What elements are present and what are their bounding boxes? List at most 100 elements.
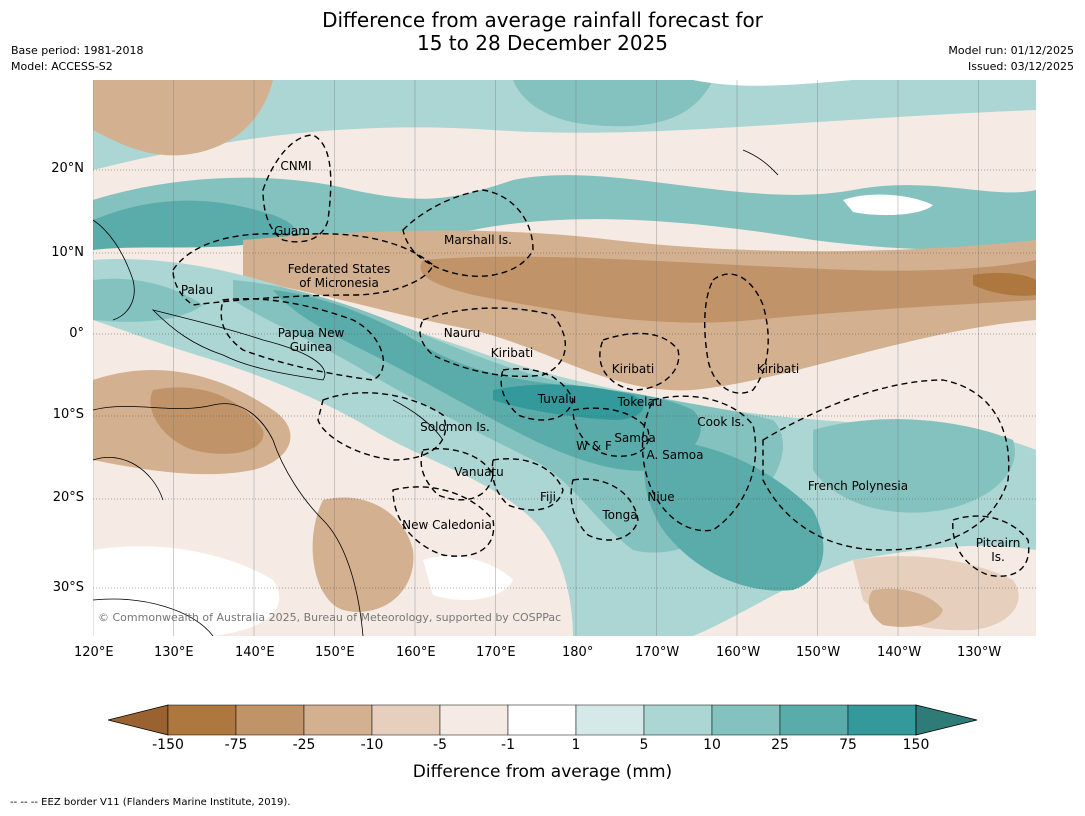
lon-label: 180° <box>562 645 594 660</box>
colorbar-tick: 10 <box>703 737 721 753</box>
region-label-wallis-futuna: W & F <box>576 439 612 453</box>
model-run: Model run: 01/12/2025 <box>948 44 1074 57</box>
colorbar-tick: -1 <box>501 737 515 753</box>
latitude-gridlines <box>93 169 1036 589</box>
colorbar-bin <box>167 704 237 736</box>
title-line-2: 15 to 28 December 2025 <box>416 31 668 55</box>
eez-tuvalu <box>500 368 574 421</box>
eez-fsm <box>172 233 434 306</box>
copyright-text: © Commonwealth of Australia 2025, Bureau… <box>98 611 561 624</box>
rainfall-anomaly-map: CNMI Guam Marshall Is. Federated States … <box>93 80 1036 636</box>
colorbar-tick: -150 <box>152 737 184 753</box>
model-name: Model: ACCESS-S2 <box>11 60 113 73</box>
eez-fp <box>762 379 1010 551</box>
colorbar-bin <box>643 704 713 736</box>
colorbar-bin <box>711 704 781 736</box>
lat-label: 20°N <box>51 161 84 176</box>
region-label-american-samoa: A. Samoa <box>647 448 704 462</box>
colorbar <box>108 704 978 736</box>
eez-cnmi <box>262 134 332 243</box>
colorbar-bin <box>371 704 441 736</box>
colorbar-high-extend <box>915 704 978 736</box>
region-label-french-polynesia: French Polynesia <box>808 479 908 493</box>
lon-label: 140°W <box>877 645 922 660</box>
eez-vanuatu <box>420 448 494 501</box>
eez-kiribati-line <box>704 273 769 394</box>
eez-footnote: -- -- -- EEZ border V11 (Flanders Marine… <box>10 797 291 808</box>
region-label-cook: Cook Is. <box>697 415 744 429</box>
north-wet-band-core <box>93 175 1036 250</box>
eez-pitcairn <box>952 515 1030 577</box>
region-label-pitcairn-2: Is. <box>991 550 1005 564</box>
region-label-png-1: Papua New <box>278 326 345 340</box>
eez-newcal <box>392 486 495 557</box>
coastlines <box>93 149 779 636</box>
colorbar-tick: 150 <box>902 737 930 753</box>
region-labels: CNMI Guam Marshall Is. Federated States … <box>181 159 1020 564</box>
lon-label: 120°E <box>74 645 114 660</box>
north-wet-band <box>93 80 1036 170</box>
region-label-tonga: Tonga <box>601 508 637 522</box>
colorbar-bin <box>847 704 917 736</box>
colorbar-bin <box>439 704 509 736</box>
region-label-tokelau: Tokelau <box>617 395 663 409</box>
lon-label: 150°W <box>796 645 841 660</box>
colorbar-tick: 25 <box>771 737 789 753</box>
lat-label: 10°S <box>52 407 84 422</box>
region-label-samoa: Samoa <box>614 431 655 445</box>
title-line-1: Difference from average rainfall forecas… <box>322 8 763 32</box>
region-label-kiribati-east: Kiribati <box>757 362 799 376</box>
lat-label: 20°S <box>52 490 84 505</box>
region-label-nauru: Nauru <box>444 326 480 340</box>
lon-label: 150°E <box>315 645 355 660</box>
colorbar-tick: -75 <box>224 737 248 753</box>
region-label-fsm-2: of Micronesia <box>299 276 379 290</box>
eez-solomon <box>317 392 447 461</box>
colorbar-bin <box>575 704 645 736</box>
region-label-png-2: Guinea <box>290 340 333 354</box>
region-label-cnmi: CNMI <box>280 159 311 173</box>
base-period: Base period: 1981-2018 <box>11 44 144 57</box>
lon-label: 170°E <box>476 645 516 660</box>
eez-borders <box>172 134 1030 577</box>
eez-fiji <box>491 458 564 511</box>
lon-label: 170°W <box>635 645 680 660</box>
lon-label: 130°W <box>957 645 1002 660</box>
colorbar-tick: -25 <box>292 737 316 753</box>
eez-kiribati-phoenix <box>599 332 680 391</box>
region-label-fiji: Fiji <box>540 490 556 504</box>
region-label-kiribati-west: Kiribati <box>491 346 533 360</box>
eez-kiribati-gilberts <box>419 307 567 377</box>
lat-label: 30°S <box>52 580 84 595</box>
colorbar-tick: -5 <box>433 737 447 753</box>
eez-samoa <box>572 407 650 457</box>
colorbar-bin <box>235 704 305 736</box>
eez-tonga <box>570 478 639 541</box>
region-label-niue: Niue <box>647 490 674 504</box>
colorbar-bin <box>507 704 577 736</box>
colorbar-tick: 75 <box>839 737 857 753</box>
region-label-vanuatu: Vanuatu <box>454 465 504 479</box>
colorbar-bin <box>303 704 373 736</box>
colorbar-tick: -10 <box>360 737 384 753</box>
colorbar-tick: 1 <box>571 737 581 753</box>
region-label-kiribati-central: Kiribati <box>612 362 654 376</box>
eez-cook <box>641 395 757 532</box>
issued-date: Issued: 03/12/2025 <box>967 60 1074 73</box>
region-label-solomon: Solomon Is. <box>420 420 490 434</box>
colorbar-title: Difference from average (mm) <box>412 762 673 782</box>
colorbar-tick: 5 <box>639 737 649 753</box>
eez-marshall <box>402 189 534 277</box>
colorbar-bin <box>779 704 849 736</box>
lon-label: 140°E <box>235 645 275 660</box>
lon-label: 160°W <box>716 645 761 660</box>
lat-label: 0° <box>69 326 84 341</box>
lon-label: 160°E <box>396 645 436 660</box>
eez-png <box>220 298 384 381</box>
region-label-guam: Guam <box>274 224 310 238</box>
colorbar-low-extend <box>108 704 169 736</box>
region-label-new-caledonia: New Caledonia <box>402 518 492 532</box>
lon-label: 130°E <box>154 645 194 660</box>
region-label-fsm-1: Federated States <box>288 262 390 276</box>
region-label-pitcairn-1: Pitcairn <box>976 536 1021 550</box>
